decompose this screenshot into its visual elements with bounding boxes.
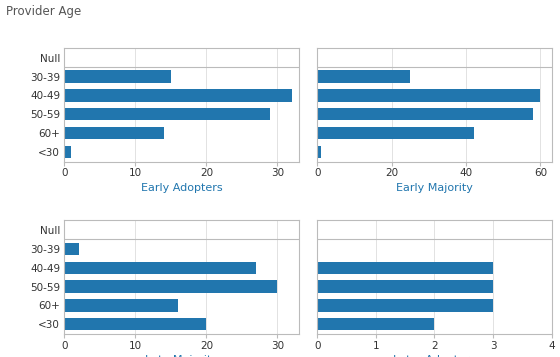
Bar	[318, 108, 533, 120]
Bar	[64, 243, 78, 255]
Bar	[64, 70, 171, 83]
Bar	[64, 89, 292, 101]
Bar	[64, 262, 256, 274]
Bar	[318, 89, 540, 101]
Bar	[64, 146, 72, 158]
Bar	[318, 146, 321, 158]
X-axis label: Later Adopters: Later Adopters	[393, 355, 475, 357]
Bar	[318, 318, 435, 331]
Bar	[318, 70, 410, 83]
Bar	[318, 281, 493, 293]
Bar	[64, 281, 277, 293]
Bar	[64, 299, 178, 312]
Bar	[318, 127, 474, 139]
Bar	[318, 299, 493, 312]
X-axis label: Early Majority: Early Majority	[396, 183, 473, 193]
Bar	[64, 108, 270, 120]
X-axis label: Late Majority: Late Majority	[145, 355, 218, 357]
X-axis label: Early Adopters: Early Adopters	[141, 183, 222, 193]
Bar	[64, 127, 164, 139]
Text: Provider Age: Provider Age	[6, 5, 81, 18]
Bar	[64, 318, 206, 331]
Bar	[318, 262, 493, 274]
